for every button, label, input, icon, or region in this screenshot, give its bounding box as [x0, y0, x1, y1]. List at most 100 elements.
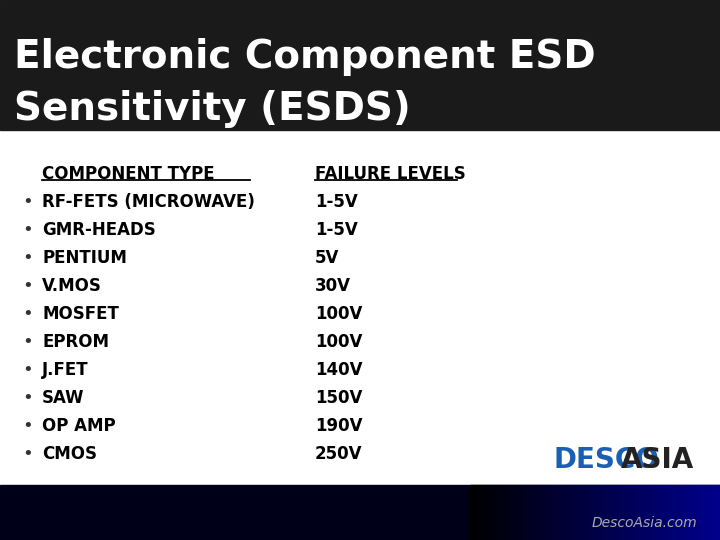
Bar: [641, 485, 642, 540]
Bar: [658, 485, 659, 540]
Bar: [695, 485, 696, 540]
Bar: [521, 485, 522, 540]
Bar: [584, 485, 585, 540]
Bar: [592, 485, 593, 540]
Bar: [656, 485, 657, 540]
Bar: [573, 485, 574, 540]
Bar: [682, 485, 683, 540]
Bar: [712, 485, 713, 540]
Bar: [702, 485, 703, 540]
Bar: [508, 485, 509, 540]
Bar: [594, 485, 595, 540]
Bar: [638, 485, 639, 540]
Bar: [478, 485, 479, 540]
Bar: [609, 485, 610, 540]
Bar: [640, 485, 641, 540]
Bar: [567, 485, 568, 540]
Bar: [486, 485, 487, 540]
Bar: [531, 485, 532, 540]
Bar: [539, 485, 540, 540]
Bar: [593, 485, 594, 540]
Bar: [681, 485, 682, 540]
Bar: [654, 485, 655, 540]
Bar: [629, 485, 630, 540]
Bar: [716, 485, 717, 540]
Bar: [668, 485, 669, 540]
Text: V.MOS: V.MOS: [42, 277, 102, 295]
Bar: [590, 485, 591, 540]
Text: OP AMP: OP AMP: [42, 417, 116, 435]
Bar: [541, 485, 542, 540]
Bar: [701, 485, 702, 540]
Bar: [523, 485, 524, 540]
Bar: [555, 485, 556, 540]
Bar: [575, 485, 576, 540]
Text: 190V: 190V: [315, 417, 362, 435]
Text: 30V: 30V: [315, 277, 351, 295]
Bar: [661, 485, 662, 540]
Bar: [489, 485, 490, 540]
Bar: [578, 485, 579, 540]
Bar: [495, 485, 496, 540]
Text: 100V: 100V: [315, 333, 362, 351]
Bar: [569, 485, 570, 540]
Bar: [639, 485, 640, 540]
Bar: [572, 485, 573, 540]
Bar: [516, 485, 517, 540]
Bar: [581, 485, 582, 540]
Bar: [540, 485, 541, 540]
Bar: [522, 485, 523, 540]
Bar: [479, 485, 480, 540]
Bar: [571, 485, 572, 540]
Bar: [648, 485, 649, 540]
Bar: [710, 485, 711, 540]
Bar: [659, 485, 660, 540]
Bar: [620, 485, 621, 540]
Bar: [700, 485, 701, 540]
Bar: [520, 485, 521, 540]
Bar: [558, 485, 559, 540]
Text: •: •: [22, 417, 32, 435]
Bar: [514, 485, 515, 540]
Bar: [662, 485, 663, 540]
Bar: [548, 485, 549, 540]
Bar: [709, 485, 710, 540]
Bar: [561, 485, 562, 540]
Bar: [650, 485, 651, 540]
Bar: [543, 485, 544, 540]
Bar: [717, 485, 718, 540]
Bar: [499, 485, 500, 540]
Bar: [708, 485, 709, 540]
Bar: [698, 485, 699, 540]
Bar: [500, 485, 501, 540]
Bar: [651, 485, 652, 540]
Bar: [613, 485, 614, 540]
Text: 140V: 140V: [315, 361, 362, 379]
Bar: [485, 485, 486, 540]
Bar: [471, 485, 472, 540]
Bar: [556, 485, 557, 540]
Text: GMR-HEADS: GMR-HEADS: [42, 221, 156, 239]
Bar: [526, 485, 527, 540]
Text: CMOS: CMOS: [42, 445, 97, 463]
Bar: [487, 485, 488, 540]
Bar: [552, 485, 553, 540]
Bar: [688, 485, 689, 540]
Bar: [624, 485, 625, 540]
Text: MOSFET: MOSFET: [42, 305, 119, 323]
Text: 1-5V: 1-5V: [315, 221, 358, 239]
Bar: [510, 485, 511, 540]
Bar: [490, 485, 491, 540]
Bar: [0, 130, 720, 485]
Text: •: •: [22, 445, 32, 463]
Bar: [719, 485, 720, 540]
Bar: [529, 485, 530, 540]
Bar: [611, 485, 612, 540]
Bar: [509, 485, 510, 540]
Bar: [554, 485, 555, 540]
Bar: [677, 485, 678, 540]
Bar: [689, 485, 690, 540]
Bar: [560, 485, 561, 540]
Bar: [652, 485, 653, 540]
Bar: [655, 485, 656, 540]
